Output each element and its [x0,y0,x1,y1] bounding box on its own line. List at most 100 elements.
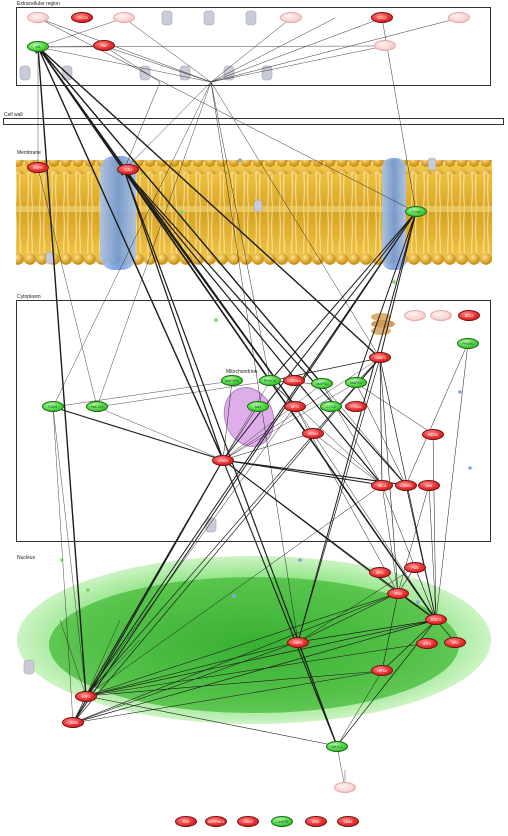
gene-node[interactable]: MAPK3 [345,377,367,388]
gene-node[interactable]: EGFR [27,162,49,173]
gene-node[interactable]: CDKN1A [283,375,305,386]
gene-label: CDKN1A [287,378,301,383]
gene-node[interactable]: MDM2 [302,428,324,439]
gene-label: BAX [254,404,262,409]
gene-node[interactable]: ITGA5 [405,206,427,217]
mitochondrion-label: Mitochondrion [226,369,258,375]
gene-label: ATF3 [422,641,432,646]
gene-label: STAT3 [430,617,442,622]
gene-node[interactable]: HSPA1 [422,429,444,440]
gene-node[interactable]: EDN1 [42,401,64,412]
gene-node[interactable]: FOS [404,562,426,573]
gene-label: HIF1A [377,668,387,673]
gene-node[interactable]: E2F1 [75,691,97,702]
gene-label: E2F1 [81,694,91,699]
cytoplasm-label: Cytoplasm [17,294,41,300]
membrane-channel-left [100,156,136,270]
edge-markers [60,158,472,604]
legend-label: SERPINE1 [207,819,225,824]
gene-node[interactable]: MAPK1 [311,378,333,389]
gene-label: MAP2K1 [225,378,239,383]
gene-label: CASP3 [374,355,386,360]
gene-node[interactable]: STAT3 [425,614,447,625]
gene-label: MDM2 [308,431,318,436]
gene-node[interactable]: CCND1 [395,480,417,491]
gene-label: JUN [425,483,433,488]
gene-node[interactable]: BCL2 [458,310,480,321]
extracellular-region-frame [16,7,491,86]
gene-node[interactable]: TLR4 [117,164,139,175]
gene-label: MYC [376,570,384,575]
gene-node[interactable]: NFKB1 [212,455,234,466]
gene-node[interactable]: MAP2K1 [221,375,243,386]
gene-node[interactable]: CXCL8 [71,12,93,23]
gene-label: ITGA5 [411,209,421,214]
gene-node[interactable]: HMOX1 [86,401,108,412]
gene-label: HSPA1 [427,432,439,437]
gene-node[interactable]: MYC [369,567,391,578]
gene-node[interactable]: CASP3 [369,352,391,363]
gene-node[interactable] [374,40,396,51]
gene-label: HMOX1 [90,404,104,409]
gene-node[interactable]: EGR1 [287,637,309,648]
gene-node[interactable]: BAX [247,401,269,412]
legend-label: FAS [182,819,190,824]
gene-label: TP53 [393,591,403,596]
legend-label: CDK4 [243,819,253,824]
gene-label: CYCS [326,404,336,409]
gene-label: EGFR [33,165,43,170]
gene-label: MAPK3 [350,380,362,385]
gene-node[interactable]: PRKCA [259,375,281,386]
gene-label: NFKB1 [217,458,229,463]
gene-node[interactable]: CYCS [320,401,342,412]
gene-node[interactable]: JUN [418,480,440,491]
gene-node[interactable] [280,12,302,23]
gene-label: CCND1 [400,483,412,488]
nucleus-label: Nucleus [17,555,36,561]
cytoplasm-frame [16,300,491,542]
gene-node[interactable] [404,310,426,321]
gene-node[interactable]: PTGS2 [345,401,367,412]
gene-node[interactable]: TP53 [387,588,409,599]
gene-node[interactable] [334,782,356,793]
gene-label: IL6 [35,44,41,49]
gene-node[interactable]: CCL2 [371,12,393,23]
legend-gene: CD44 [337,816,359,827]
gene-label: MAPK1 [316,381,328,386]
gene-node[interactable]: AKT1 [284,401,306,412]
gene-node[interactable]: ATF3 [416,638,438,649]
legend-gene: SERPINE1 [205,816,227,827]
gene-node[interactable] [448,12,470,23]
gene-label: SP1 [451,640,459,645]
gene-label: PRKCA [264,378,276,383]
gene-label: NR3C1 [331,744,343,749]
nucleus-compartment [17,556,491,724]
gene-node[interactable]: CREB1 [62,717,84,728]
gene-label: TLR4 [123,167,133,172]
legend-gene: CDK4 [237,816,259,827]
gene-node[interactable]: IL6 [27,41,49,52]
gene-node[interactable]: SP1 [444,637,466,648]
gene-label: AKT1 [290,404,300,409]
gene-node[interactable]: NR3C1 [326,741,348,752]
gene-label: CREB1 [67,720,79,725]
cell-wall-label: Cell wall [4,112,23,118]
gene-node[interactable] [113,12,135,23]
membrane-channel-right [382,158,406,270]
gene-label: PPARG [462,341,474,346]
gene-node[interactable] [27,12,49,23]
gene-node[interactable]: RELA [371,480,393,491]
gene-node[interactable]: HIF1A [371,665,393,676]
legend-label: IRS1 [312,819,320,824]
gene-label: EDN1 [48,404,58,409]
gene-node[interactable]: TNF [93,40,115,51]
legend-label: CEBPB [276,819,288,824]
gene-label: TNF [100,43,108,48]
gene-node[interactable] [430,310,452,321]
gene-node[interactable]: PPARG [457,338,479,349]
legend-label: CD44 [343,819,353,824]
gene-label: CCL2 [377,15,387,20]
legend-gene: CEBPB [271,816,293,827]
gene-label: PTGS2 [350,404,362,409]
